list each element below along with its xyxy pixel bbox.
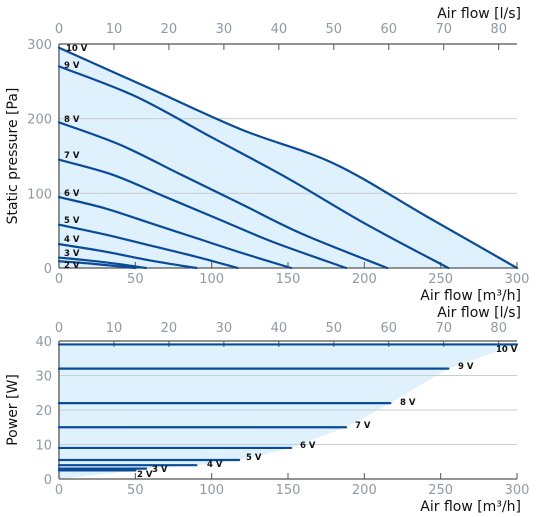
pressure-x-tick-label: 50	[127, 272, 144, 287]
power-curve-label-5v: 5 V	[246, 453, 262, 463]
power-curve-label-8v: 8 V	[400, 398, 416, 408]
power-curve-label-10v: 10 V	[496, 345, 518, 355]
pressure-top-x-tick-label: 10	[106, 22, 123, 37]
pressure-curve-label-10v: 10 V	[66, 44, 88, 54]
power-x-tick-label: 200	[352, 483, 377, 498]
pressure-operating-area	[59, 47, 517, 268]
power-x-tick-label: 150	[276, 483, 301, 498]
power-y-tick-label: 20	[35, 404, 52, 419]
pressure-top-x-tick-label: 60	[380, 22, 397, 37]
power-top-x-tick-label: 40	[271, 321, 288, 336]
pressure-x-tick-label: 100	[199, 272, 224, 287]
pressure-top-axis-title: Air flow [l/s]	[437, 6, 521, 22]
pressure-x-tick-label: 300	[505, 272, 530, 287]
power-top-x-tick-label: 70	[435, 321, 452, 336]
pressure-top-x-tick-label: 0	[55, 22, 63, 37]
pressure-curve-label-4v: 4 V	[64, 235, 80, 245]
pressure-y-tick-label: 100	[27, 187, 52, 202]
pressure-curve-4v	[57, 243, 198, 270]
power-curve-label-9v: 9 V	[458, 362, 474, 372]
power-top-x-tick-label: 10	[106, 321, 123, 336]
power-y-tick-label: 0	[44, 473, 52, 488]
power-top-axis-title: Air flow [l/s]	[437, 305, 521, 321]
pressure-curve-label-5v: 5 V	[64, 216, 80, 226]
pressure-curve-label-7v: 7 V	[64, 151, 80, 161]
pressure-curve-label-2v: 2 V	[64, 261, 80, 271]
pressure-top-x-tick-label: 20	[161, 22, 178, 37]
pressure-x-tick-label: 0	[55, 272, 63, 287]
pressure-x-tick-label: 200	[352, 272, 377, 287]
pressure-top-x-tick-label: 70	[435, 22, 452, 37]
power-top-x-tick-label: 20	[161, 321, 178, 336]
pressure-y-axis-title: Static pressure [Pa]	[5, 88, 21, 225]
power-top-x-tick-label: 30	[216, 321, 233, 336]
pressure-x-tick-label: 150	[276, 272, 301, 287]
power-operating-area	[59, 344, 517, 479]
pressure-x-tick-label: 250	[428, 272, 453, 287]
pressure-curve-10v	[57, 46, 519, 270]
power-curve-label-7v: 7 V	[355, 421, 371, 431]
pressure-curve-label-8v: 8 V	[64, 115, 80, 125]
pressure-top-x-tick-label: 50	[326, 22, 343, 37]
pressure-y-tick-label: 200	[27, 113, 52, 128]
power-y-tick-label: 10	[35, 439, 52, 454]
power-x-tick-label: 0	[55, 483, 63, 498]
power-y-tick-label: 40	[35, 335, 52, 350]
pressure-top-x-tick-label: 40	[271, 22, 288, 37]
power-x-tick-label: 100	[199, 483, 224, 498]
power-curve-label-6v: 6 V	[300, 441, 316, 451]
power-curve-label-2v: 2 V	[137, 470, 153, 480]
pressure-curve-7v	[57, 158, 348, 270]
pressure-curve-label-3v: 3 V	[64, 249, 80, 259]
pressure-y-tick-label: 0	[44, 262, 52, 277]
power-top-x-tick-label: 60	[380, 321, 397, 336]
pressure-y-tick-label: 300	[27, 38, 52, 53]
power-x-tick-label: 300	[505, 483, 530, 498]
pressure-x-axis-title: Air flow [m³/h]	[420, 288, 521, 304]
power-top-x-tick-label: 0	[55, 321, 63, 336]
power-top-x-tick-label: 80	[490, 321, 507, 336]
power-curve-label-3v: 3 V	[152, 465, 168, 475]
pressure-curve-2v	[57, 260, 137, 270]
pressure-curve-label-6v: 6 V	[64, 189, 80, 199]
pressure-top-x-tick-label: 80	[490, 22, 507, 37]
pressure-top-x-tick-label: 30	[216, 22, 233, 37]
power-top-x-tick-label: 50	[326, 321, 343, 336]
power-y-tick-label: 30	[35, 370, 52, 385]
pressure-curve-5v	[57, 223, 239, 270]
pressure-curve-3v	[57, 256, 148, 270]
power-x-tick-label: 250	[428, 483, 453, 498]
power-x-tick-label: 50	[127, 483, 144, 498]
pressure-curve-8v	[57, 121, 389, 270]
power-curve-label-4v: 4 V	[207, 460, 223, 470]
pressure-curve-6v	[57, 195, 293, 270]
pressure-curve-9v	[57, 65, 450, 270]
pressure-curve-label-9v: 9 V	[64, 61, 80, 71]
power-x-axis-title: Air flow [m³/h]	[420, 499, 521, 515]
power-y-axis-title: Power [W]	[5, 374, 21, 446]
